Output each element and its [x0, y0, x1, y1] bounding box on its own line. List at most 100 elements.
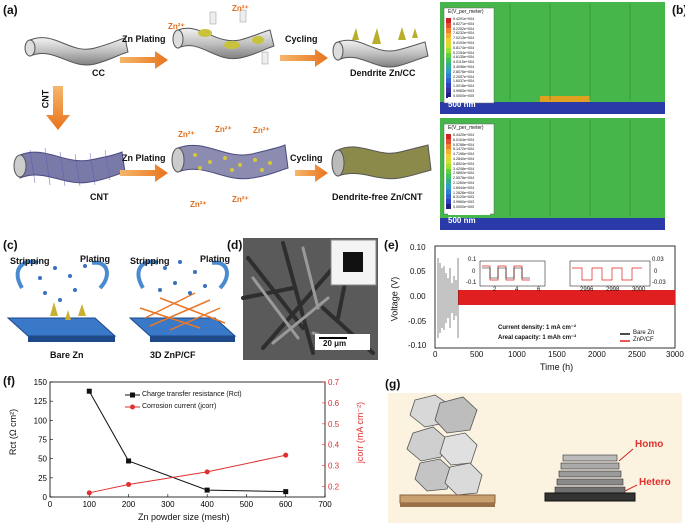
- panel-f: (f) 0 100 200 300 400 500 600 700 0 25 50 75 100 125 1…: [0, 372, 375, 526]
- arrow-cycling-1: [280, 49, 328, 67]
- dendrite-tube: [337, 39, 429, 68]
- panel-a: (a): [0, 0, 440, 225]
- x-tick-label: 300: [161, 500, 175, 509]
- y2-tick-label: 0.2: [328, 483, 340, 492]
- y-tick-label: 75: [38, 436, 47, 445]
- f-legend-jcorr: Corrosion current (jcorr): [142, 403, 217, 410]
- zn-deposit: [198, 29, 212, 37]
- e-note-capacity: Areal capacity: 1 mAh cm⁻²: [498, 335, 577, 341]
- panel-g: (g) Homo Hetero: [385, 375, 685, 526]
- zn-ion-label: Zn²⁺: [215, 125, 232, 134]
- label-plating-right: Plating: [200, 254, 231, 264]
- e-xtick: 0: [433, 350, 438, 359]
- inset2-ytick: -0.03: [652, 280, 666, 286]
- e-ylabel: Voltage (V): [389, 276, 400, 322]
- sem-scale-bar: 20 μm: [323, 339, 347, 348]
- arrow-zn-plating-2: [120, 164, 168, 182]
- label-stripping-left: Stripping: [10, 256, 50, 266]
- zn-ion-label: Zn²⁺: [190, 200, 207, 209]
- panel-c: (c) Stripping Plating Stripping Plating …: [0, 238, 240, 368]
- panel-d: (d) 20 μm: [227, 238, 378, 360]
- inset-2: [569, 260, 651, 287]
- data-point-jcorr: [86, 490, 92, 496]
- dendrite: [352, 28, 359, 40]
- e-ytick: 0.00: [410, 292, 426, 301]
- e-legend-znp: ZnP/CF: [633, 337, 654, 343]
- y-tick-label: 125: [34, 397, 48, 406]
- label-cycling-2: Cycling: [290, 153, 323, 163]
- colorbar-bottom: [446, 134, 451, 209]
- panel-label-g: (g): [385, 377, 401, 391]
- y2-tick-label: 0.7: [328, 378, 340, 387]
- e-legend-bare: Bare Zn: [633, 330, 655, 336]
- bare-zn-trace: [437, 258, 459, 338]
- dendrite: [372, 28, 381, 44]
- y-tick-label: 100: [34, 416, 48, 425]
- e-xtick: 1500: [548, 350, 566, 359]
- x-tick-label: 0: [48, 500, 53, 509]
- e-xlabel: Time (h): [540, 362, 574, 372]
- stacking-illustration: [388, 393, 682, 523]
- zn-ion-label: Zn²⁺: [178, 130, 195, 139]
- x-tick-label: 700: [318, 500, 332, 509]
- cnt-tube: [19, 151, 126, 184]
- inset2-xtick: 2996: [580, 287, 594, 293]
- x-tick-label: 100: [83, 500, 97, 509]
- label-plating-left: Plating: [80, 254, 111, 264]
- data-point-jcorr: [204, 469, 210, 475]
- legend-marker-rct: [130, 392, 135, 398]
- series-line-rct: [88, 390, 286, 493]
- label-cnt-arrow: CNT: [40, 89, 51, 109]
- y-tick-label: 0: [43, 493, 48, 502]
- x-tick-label: 500: [240, 500, 254, 509]
- legend-values-bottom: 6.4420e+004 6.0104e+004 5.5788e+004 5.1472e…: [453, 133, 475, 209]
- hexagon-plate: [434, 396, 478, 434]
- legend-marker-jcorr: [130, 404, 135, 410]
- inset1-xtick: 2: [493, 287, 497, 293]
- plating-arrow-right: [211, 260, 229, 290]
- stripping-arrow-left: [15, 259, 39, 290]
- scale-bar-top: 500 nm: [448, 100, 476, 109]
- data-point-rct: [86, 388, 92, 394]
- zn-ion-label: Zn²⁺: [168, 22, 185, 31]
- substrate-left: [399, 494, 496, 504]
- legend-values-top: 9.4291e+004 8.8271e+004 8.2252e+004 7.6232e…: [453, 17, 475, 98]
- panel-label-d: (d): [227, 238, 243, 252]
- inset2-xtick: 2998: [606, 287, 620, 293]
- data-point-rct: [283, 489, 289, 495]
- y2-tick-label: 0.4: [328, 441, 340, 450]
- label-dendrite-free: Dendrite-free Zn/CNT: [332, 192, 423, 202]
- hexagon-plate: [414, 458, 454, 492]
- e-note-current: Current density: 1 mA cm⁻²: [498, 325, 576, 331]
- inset1-xtick: 4: [515, 287, 519, 293]
- panel-label-c: (c): [3, 238, 18, 252]
- arrow-cycling-2: [295, 164, 328, 182]
- label-cc: CC: [92, 68, 105, 78]
- f-ylabel-right: jcorr (mA cm⁻²): [355, 401, 366, 464]
- zn-ion-label: Zn²⁺: [232, 195, 249, 204]
- inset-1: [479, 260, 546, 287]
- inset1-xtick: 6: [537, 287, 541, 293]
- f-xlabel: Zn powder size (mesh): [138, 512, 230, 522]
- sem-image: [241, 238, 378, 360]
- colorbar-top: [446, 18, 451, 98]
- inset2-ytick: 0: [654, 269, 658, 275]
- stacked-plate: [554, 486, 626, 494]
- stripping-arrow-right: [136, 259, 159, 290]
- stacked-plate: [556, 478, 624, 486]
- legend-title-bottom: E(V_per_meter): [448, 125, 484, 131]
- y-tick-label: 25: [38, 474, 47, 483]
- cc-tube: [29, 37, 129, 66]
- hexagon-plate: [439, 432, 478, 466]
- substrate-right: [544, 492, 636, 502]
- zn-ion-label: Zn²⁺: [253, 126, 270, 135]
- label-3d-znp-cf: 3D ZnP/CF: [150, 350, 196, 360]
- panel-label-f: (f): [3, 374, 15, 388]
- zn-deposit: [252, 36, 264, 44]
- label-bare-zn: Bare Zn: [50, 350, 84, 360]
- arrow-zn-plating-1: [120, 51, 168, 69]
- panel-label-a: (a): [3, 3, 18, 17]
- panel-b: (b): [440, 0, 685, 235]
- dendrite: [398, 27, 406, 40]
- inset1-ytick: -0.1: [466, 280, 477, 286]
